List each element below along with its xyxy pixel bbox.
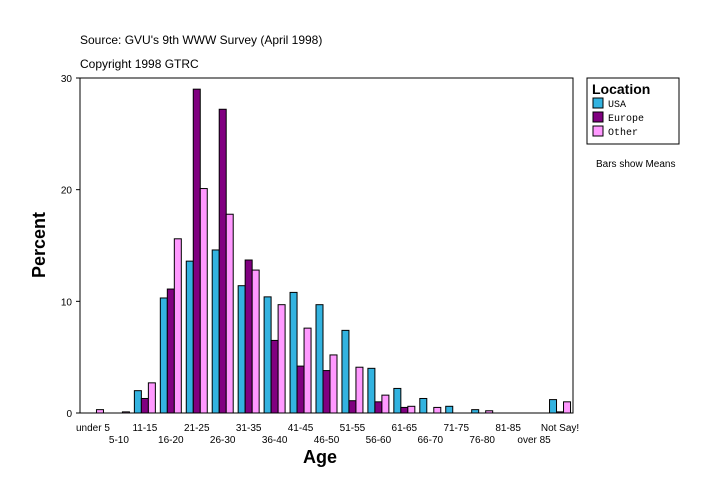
x-axis-ticks: under 55-1011-1516-2021-2526-3031-3536-4… [76,423,579,446]
x-tick-label: Not Say! [541,423,579,434]
legend-title: Location [592,81,650,97]
bar-other-3 [173,238,182,414]
x-tick-label: 16-20 [158,435,184,446]
x-tick-label: 26-30 [210,435,236,446]
bar-usa-11 [367,367,376,414]
x-tick-label: 5-10 [109,435,129,446]
bar-europe-12 [400,406,409,414]
x-tick-label: over 85 [517,435,551,446]
x-tick-label: 21-25 [184,423,210,434]
legend-swatch-usa [592,97,604,109]
legend-swatch-other [592,125,604,137]
y-tick-label: 0 [66,409,72,420]
x-tick-label: 76-80 [469,435,495,446]
bar-usa-2 [133,390,142,414]
legend: Location USA Europe Other [586,77,680,145]
y-axis-ticks: 0 10 20 30 [61,74,80,420]
x-tick-label: 71-75 [443,423,469,434]
bar-other-13 [433,406,442,414]
x-tick-label: 41-45 [288,423,314,434]
copyright-text: Copyright 1998 GTRC [80,57,199,71]
bar-other-11 [381,394,390,414]
bar-usa-6 [237,285,246,414]
x-tick-label: 66-70 [418,435,444,446]
x-tick-label: 11-15 [132,423,157,434]
y-tick-label: 30 [61,74,73,85]
bar-europe-7 [270,339,279,414]
bar-other-15 [485,410,494,414]
bar-other-6 [251,269,260,414]
bar-other-9 [329,354,338,414]
source-text: Source: GVU's 9th WWW Survey (April 1998… [80,33,322,47]
bar-usa-7 [263,296,272,414]
bar-usa-18 [549,399,558,414]
bar-usa-8 [289,291,298,414]
legend-label-usa: USA [608,100,626,111]
x-tick-label: 81-85 [495,423,521,434]
bar-other-8 [303,327,312,414]
bar-europe-5 [218,108,227,414]
bar-europe-3 [166,288,175,414]
bar-europe-10 [348,400,357,414]
bar-usa-3 [159,297,168,414]
bar-other-12 [407,405,416,414]
y-tick-label: 20 [61,186,73,197]
bar-europe-18 [556,411,565,414]
legend-items: USA Europe Other [592,97,644,139]
bar-usa-10 [341,329,350,414]
bar-other-1 [121,411,130,414]
bar-other-0 [95,409,104,414]
bar-europe-4 [192,88,201,414]
x-axis-title: Age [303,447,337,467]
x-tick-label: 31-35 [236,423,262,434]
bar-europe-9 [322,370,331,414]
bar-usa-13 [419,397,428,414]
bar-europe-8 [296,365,305,414]
legend-label-other: Other [608,127,638,139]
bar-europe-2 [140,397,149,414]
bar-usa-9 [315,304,324,414]
bar-usa-5 [211,249,220,414]
x-tick-label: 56-60 [366,435,392,446]
bar-other-18 [563,401,572,414]
bars-note: Bars show Means [596,159,675,170]
bar-usa-4 [185,260,194,414]
bar-usa-14 [445,405,454,414]
bar-usa-15 [471,409,480,414]
x-tick-label: 51-55 [340,423,366,434]
bar-usa-12 [393,387,402,414]
y-axis-title: Percent [29,212,49,278]
bar-other-4 [199,188,208,414]
plot-frame [79,77,574,414]
bar-europe-11 [374,401,383,414]
legend-label-europe: Europe [608,114,644,125]
x-tick-label: 46-50 [314,435,340,446]
bar-other-10 [355,366,364,414]
x-tick-label: 61-65 [392,423,418,434]
x-tick-label: 36-40 [262,435,288,446]
y-tick-label: 10 [61,297,73,308]
bar-other-5 [225,213,234,414]
legend-swatch-europe [592,111,604,123]
bar-other-2 [147,382,156,414]
x-tick-label: under 5 [76,423,110,434]
bars-group [95,88,572,414]
bar-other-7 [277,304,286,414]
bar-europe-6 [244,259,253,414]
